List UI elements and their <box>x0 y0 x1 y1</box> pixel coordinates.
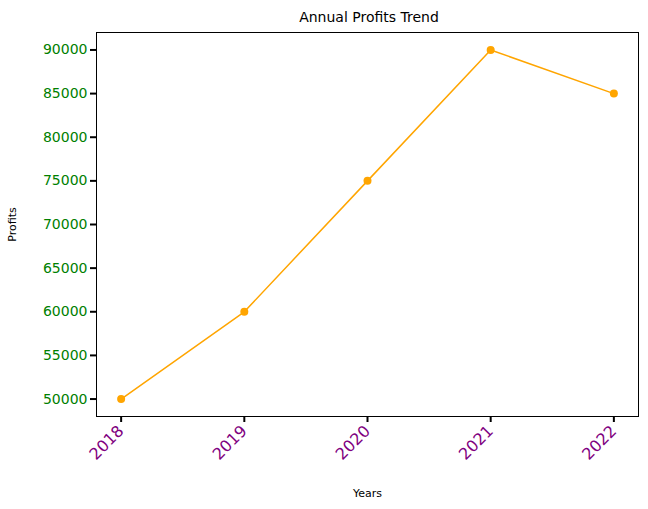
svg-text:80000: 80000 <box>43 129 88 145</box>
html-text:Annual Profits Trend: Annual Profits Trend <box>299 9 439 25</box>
svg-text:90000: 90000 <box>43 41 88 57</box>
svg-text:2022: 2022 <box>578 421 620 463</box>
svg-text:70000: 70000 <box>43 216 88 232</box>
svg-text:2018: 2018 <box>85 421 127 463</box>
svg-text:Years: Years <box>352 487 382 500</box>
svg-text:2020: 2020 <box>332 421 374 463</box>
svg-text:60000: 60000 <box>43 303 88 319</box>
svg-text:2021: 2021 <box>455 421 497 463</box>
svg-text:65000: 65000 <box>43 260 88 276</box>
svg-text:50000: 50000 <box>43 391 88 407</box>
svg-text:85000: 85000 <box>43 85 88 101</box>
svg-text:Profits: Profits <box>6 207 19 242</box>
svg-text:75000: 75000 <box>43 172 88 188</box>
svg-text:55000: 55000 <box>43 347 88 363</box>
svg-text:2019: 2019 <box>209 421 251 463</box>
